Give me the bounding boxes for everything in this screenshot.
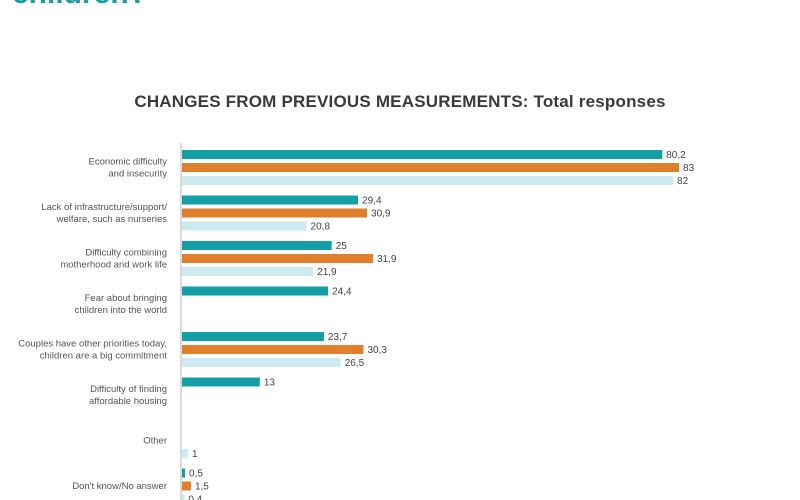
bar — [182, 377, 260, 387]
category-label: Don't know/No answer — [72, 481, 167, 492]
data-label: 80,2 — [666, 150, 686, 161]
data-label: 0,5 — [189, 469, 203, 480]
data-label: 30,3 — [367, 345, 387, 356]
bar — [182, 176, 674, 185]
page-title: children? — [12, 0, 147, 10]
category-label: Difficulty combining motherhood and work … — [60, 248, 167, 271]
bar — [182, 345, 364, 354]
bar — [182, 195, 359, 205]
bar — [182, 150, 663, 159]
category-label: Difficulty of finding affordable housing — [89, 384, 167, 407]
bar — [182, 241, 332, 250]
data-label: 1,5 — [195, 482, 209, 493]
category-label: Economic difficulty and insecurity — [89, 157, 168, 180]
data-label: 30,9 — [371, 209, 391, 220]
data-label: 25 — [336, 241, 348, 252]
data-label: 26,5 — [345, 358, 365, 369]
chart-title: CHANGES FROM PREVIOUS MEASUREMENTS: Tota… — [134, 92, 666, 111]
bar — [182, 267, 314, 276]
data-label: 29,4 — [362, 196, 382, 207]
bar — [182, 449, 188, 458]
data-label: 24,4 — [332, 287, 352, 298]
bar — [182, 481, 191, 491]
category-label: Other — [143, 436, 167, 447]
bar — [182, 163, 680, 172]
bar — [182, 332, 324, 341]
data-label: 31,9 — [377, 254, 397, 265]
data-label: 0,4 — [188, 495, 202, 500]
data-label: 21,9 — [317, 267, 337, 278]
data-label: 13 — [264, 378, 276, 389]
data-label: 82 — [677, 176, 689, 187]
data-label: 1 — [192, 449, 198, 460]
category-label: Fear about bringing children into the wor… — [75, 293, 167, 316]
bar — [182, 286, 329, 296]
bar — [182, 358, 341, 367]
bar — [182, 221, 307, 231]
category-label: Lack of infrastructure/support/welfare, … — [41, 202, 167, 225]
bar — [182, 254, 374, 263]
data-label: 20,8 — [311, 222, 331, 233]
data-label: 83 — [683, 163, 695, 174]
bar — [182, 494, 185, 500]
category-label: Couples have other priorities today, chil… — [18, 339, 167, 362]
data-label: 23,7 — [328, 332, 348, 343]
bar — [182, 468, 185, 478]
bar — [182, 208, 368, 218]
